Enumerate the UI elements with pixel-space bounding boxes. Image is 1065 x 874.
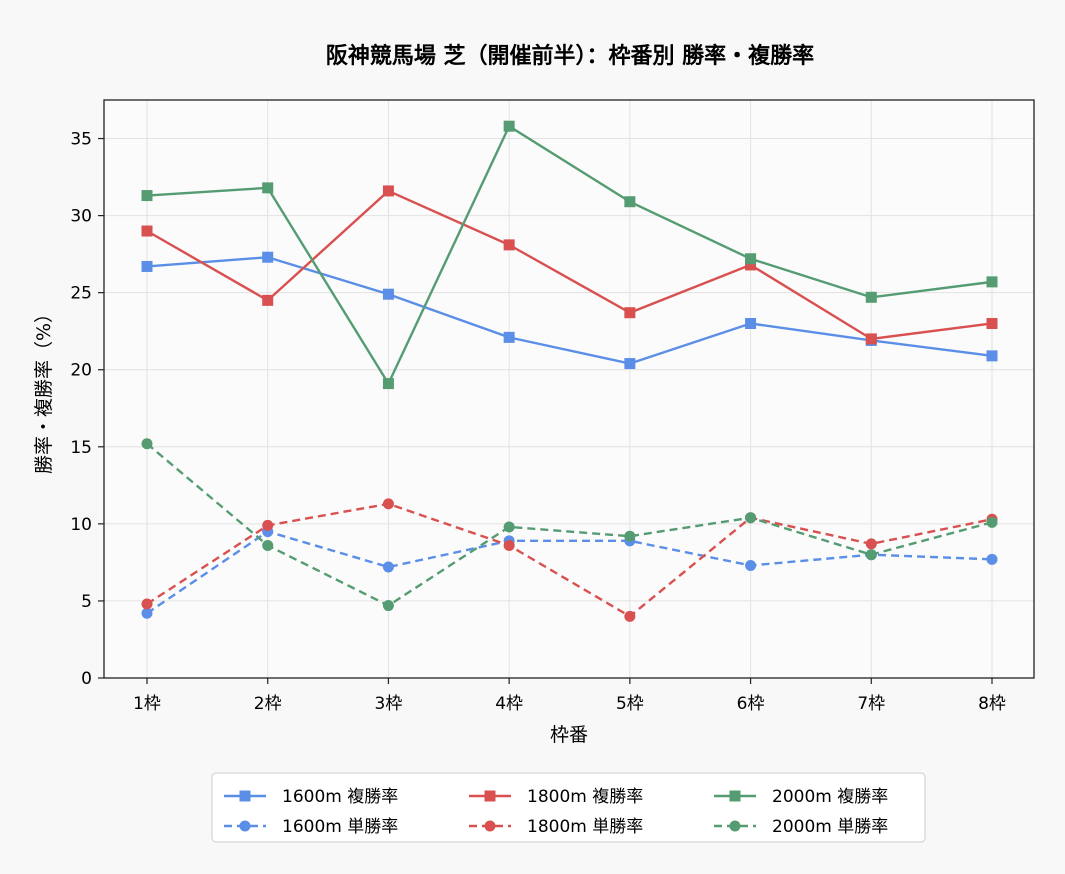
data-point	[262, 251, 274, 263]
x-tick-label: 2枠	[254, 694, 282, 714]
y-tick-label: 0	[81, 669, 92, 689]
legend-swatch-marker	[239, 790, 251, 802]
data-point	[262, 519, 274, 531]
series-layer	[141, 120, 998, 622]
data-point	[141, 190, 153, 202]
data-point	[986, 553, 998, 565]
data-point	[382, 561, 394, 573]
data-point	[503, 521, 515, 533]
data-point	[382, 498, 394, 510]
y-tick-label: 10	[70, 515, 92, 535]
legend-item: 1800m 複勝率	[469, 787, 643, 807]
legend-item: 1600m 複勝率	[224, 787, 398, 807]
x-axis-ticks: 1枠 2枠 3枠 4枠 5枠 6枠 7枠 8枠	[133, 678, 1006, 714]
data-point	[382, 288, 394, 300]
legend-label: 2000m 単勝率	[772, 817, 888, 837]
legend-item: 2000m 単勝率	[714, 817, 888, 837]
x-tick-label: 5枠	[616, 694, 644, 714]
series-line	[146, 502, 993, 618]
legend-item: 2000m 複勝率	[714, 787, 888, 807]
data-point	[745, 317, 757, 329]
legend: 1600m 複勝率 1800m 複勝率 2000m 複勝率 1600m 単勝率 1800…	[211, 772, 926, 843]
data-point	[262, 182, 274, 194]
data-point	[624, 307, 636, 319]
y-tick-label: 15	[70, 438, 92, 458]
data-point	[624, 610, 636, 622]
data-point	[382, 378, 394, 390]
series-line	[146, 442, 993, 607]
data-point	[503, 539, 515, 551]
y-axis-label: 勝率・複勝率（%）	[33, 304, 55, 474]
x-tick-label: 8枠	[978, 694, 1006, 714]
legend-swatch-marker	[729, 790, 741, 802]
x-tick-label: 7枠	[857, 694, 885, 714]
x-tick-label: 4枠	[495, 694, 523, 714]
data-point	[382, 600, 394, 612]
series-2	[141, 185, 998, 345]
plot-frame	[103, 99, 1035, 679]
legend-frame	[211, 772, 926, 843]
data-point	[382, 185, 394, 197]
data-point	[141, 607, 153, 619]
series-5	[141, 438, 998, 612]
legend-label: 1800m 複勝率	[527, 787, 643, 807]
x-tick-label: 6枠	[737, 694, 765, 714]
legend-swatch-marker	[729, 820, 741, 832]
grid-lines	[104, 100, 1034, 679]
data-point	[745, 512, 757, 524]
chart-title: 阪神競馬場 芝（開催前半）：枠番別 勝率・複勝率	[326, 43, 814, 69]
x-axis-label: 枠番	[550, 724, 588, 746]
data-point	[262, 539, 274, 551]
data-point	[624, 530, 636, 542]
legend-label: 2000m 複勝率	[772, 787, 888, 807]
series-line	[146, 189, 993, 341]
data-point	[745, 559, 757, 571]
y-tick-label: 5	[81, 592, 92, 612]
legend-item: 1600m 単勝率	[224, 817, 398, 837]
data-point	[141, 225, 153, 237]
y-tick-label: 35	[70, 130, 92, 150]
series-4	[141, 120, 998, 390]
y-tick-label: 20	[70, 361, 92, 381]
legend-swatch-marker	[484, 790, 496, 802]
y-axis-ticks: 0 5 10 15 20 25 30 35	[70, 130, 104, 689]
data-point	[624, 196, 636, 208]
data-point	[141, 260, 153, 272]
series-line	[146, 530, 993, 615]
legend-label: 1600m 複勝率	[282, 787, 398, 807]
data-point	[141, 598, 153, 610]
data-point	[865, 538, 877, 550]
data-point	[865, 291, 877, 303]
legend-label: 1800m 単勝率	[527, 817, 643, 837]
data-point	[865, 333, 877, 345]
data-point	[503, 120, 515, 132]
data-point	[986, 276, 998, 288]
x-tick-label: 3枠	[375, 694, 403, 714]
data-point	[986, 516, 998, 528]
x-tick-label: 1枠	[133, 694, 161, 714]
data-point	[141, 438, 153, 450]
series-line	[146, 256, 993, 365]
legend-label: 1600m 単勝率	[282, 817, 398, 837]
y-tick-label: 25	[70, 284, 92, 304]
legend-swatch-marker	[484, 820, 496, 832]
legend-item: 1800m 単勝率	[469, 817, 643, 837]
data-point	[986, 317, 998, 329]
plot-area	[104, 100, 1034, 678]
data-point	[745, 253, 757, 265]
data-point	[262, 294, 274, 306]
data-point	[745, 259, 757, 271]
data-point	[503, 331, 515, 343]
data-point	[624, 358, 636, 370]
data-point	[865, 549, 877, 561]
data-point	[986, 350, 998, 362]
data-point	[503, 239, 515, 251]
y-tick-label: 30	[70, 207, 92, 227]
series-line	[146, 125, 993, 385]
legend-swatch-marker	[239, 820, 251, 832]
